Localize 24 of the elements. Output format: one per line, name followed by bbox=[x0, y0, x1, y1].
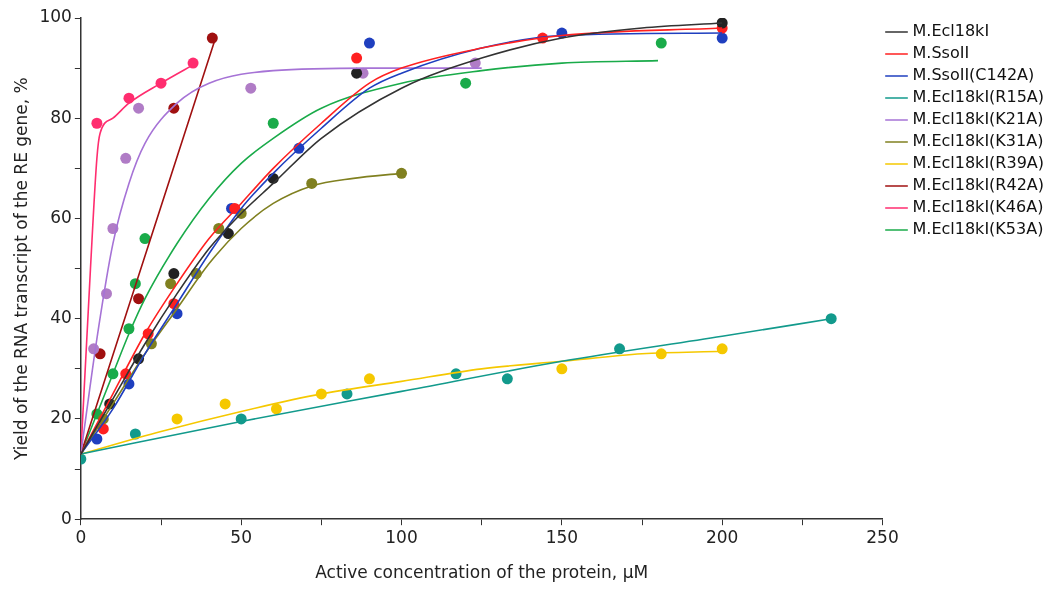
legend-label: M.Ecl18kI(K31A) bbox=[912, 131, 1044, 151]
y-tick-label: 80 bbox=[50, 106, 72, 127]
legend-label: M.Ecl18kI(K53A) bbox=[912, 219, 1044, 239]
legend-label: M.SsoII bbox=[912, 43, 970, 63]
x-tick-label: 200 bbox=[705, 526, 739, 547]
y-tick-label: 40 bbox=[50, 307, 72, 328]
legend-label: M.Ecl18kI(R39A) bbox=[912, 153, 1045, 173]
x-tick-label: 100 bbox=[385, 526, 418, 547]
y-tick-label: 20 bbox=[50, 407, 72, 428]
y-axis-title: Yield of the RNA transcript of the RE gene, % bbox=[10, 77, 31, 461]
legend-label: M.Ecl18kI(K21A) bbox=[912, 109, 1044, 129]
x-axis-title: Active concentration of the protein, μM bbox=[315, 562, 649, 583]
legend-label: M.Ecl18kI(K46A) bbox=[912, 197, 1044, 217]
y-tick-label: 0 bbox=[61, 507, 72, 528]
legend-label: M.SsoII(C142A) bbox=[912, 65, 1035, 85]
legend-label: M.Ecl18kI bbox=[912, 21, 990, 41]
y-tick-label: 60 bbox=[50, 206, 72, 227]
legend-label: M.Ecl18kI(R42A) bbox=[912, 175, 1045, 195]
x-tick-label: 150 bbox=[545, 526, 579, 547]
x-tick-label: 0 bbox=[75, 526, 87, 547]
x-tick-label: 50 bbox=[230, 526, 252, 547]
legend-label: M.Ecl18kI(R15A) bbox=[912, 87, 1045, 107]
y-tick-label: 100 bbox=[39, 6, 72, 27]
x-tick-label: 250 bbox=[866, 526, 899, 547]
